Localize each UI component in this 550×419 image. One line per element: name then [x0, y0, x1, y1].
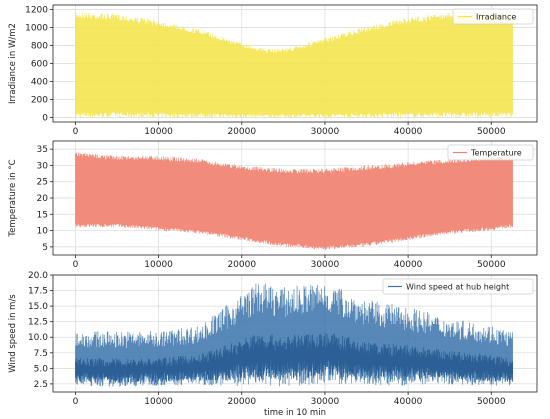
x-axis-label: time in 10 min	[264, 408, 326, 418]
y-axis-label: Temperature in °C	[8, 159, 18, 237]
x-tick-label: 0	[73, 260, 79, 270]
y-tick-label: 25	[37, 178, 48, 188]
y-tick-label: 400	[31, 78, 48, 88]
y-tick-label: 5	[42, 243, 48, 253]
y-tick-label: 5.0	[34, 364, 49, 374]
x-tick-label: 0	[73, 127, 79, 137]
legend: Temperature	[447, 144, 534, 161]
axes-frame	[52, 274, 538, 393]
x-tick-label: 20000	[227, 397, 256, 407]
y-tick-label: 10.0	[28, 333, 48, 343]
x-tick-label: 50000	[477, 127, 506, 137]
y-tick-label: 35	[37, 145, 48, 155]
legend-label: Wind speed at hub height	[406, 283, 509, 292]
legend-box	[447, 144, 534, 161]
x-tick-label: 20000	[227, 127, 256, 137]
x-tick-label: 20000	[227, 260, 256, 270]
x-tick-label: 40000	[394, 127, 423, 137]
y-axis-label: Irradiance in W/m2	[8, 23, 18, 104]
x-tick-label: 50000	[477, 260, 506, 270]
y-tick-label: 12.5	[28, 318, 48, 328]
x-tick-label: 50000	[477, 397, 506, 407]
x-tick-label: 10000	[144, 127, 173, 137]
y-tick-label: 15	[37, 210, 48, 220]
legend-box	[452, 8, 534, 25]
x-tick-label: 30000	[311, 260, 340, 270]
y-tick-label: 200	[31, 96, 48, 106]
series-line-1	[75, 10, 513, 118]
x-tick-label: 10000	[144, 397, 173, 407]
legend-label: Irradiance	[476, 13, 516, 22]
legend: Wind speed at hub height	[382, 278, 534, 295]
y-tick-label: 0	[42, 114, 48, 124]
y-tick-label: 600	[31, 60, 48, 70]
x-tick-label: 10000	[144, 260, 173, 270]
x-tick-label: 30000	[311, 397, 340, 407]
chart-panel-1: 0 10000 20000 30000 40000 50000 0 200 400 600 800 1…	[8, 4, 538, 137]
x-tick-label: 40000	[394, 260, 423, 270]
x-tick-label: 0	[73, 397, 79, 407]
x-tick-label: 30000	[311, 127, 340, 137]
legend: Irradiance	[452, 8, 534, 25]
series-line-2	[75, 152, 513, 250]
chart-panel-3: 0 10000 20000 30000 40000 50000 2.5 5.0 7.5 10.0 1…	[8, 271, 538, 418]
legend-label: Temperature	[470, 149, 522, 158]
y-tick-label: 2.5	[34, 380, 48, 390]
chart-panel-2: 0 10000 20000 30000 40000 50000 5 10 15 20 25 30 35 T…	[8, 140, 538, 270]
x-tick-label: 40000	[394, 397, 423, 407]
y-tick-label: 15.0	[28, 302, 48, 312]
y-axis-label: Wind speed in m/s	[8, 294, 18, 373]
y-tick-label: 10	[37, 227, 49, 237]
legend-box	[382, 278, 534, 295]
y-tick-label: 1200	[25, 6, 48, 16]
y-tick-label: 20.0	[28, 271, 48, 281]
y-tick-label: 30	[37, 161, 49, 171]
y-tick-label: 17.5	[28, 287, 48, 297]
y-tick-label: 800	[31, 42, 48, 52]
y-tick-label: 7.5	[34, 349, 48, 359]
y-tick-label: 1000	[25, 24, 48, 34]
y-tick-label: 20	[37, 194, 49, 204]
series-line-core	[75, 332, 513, 383]
